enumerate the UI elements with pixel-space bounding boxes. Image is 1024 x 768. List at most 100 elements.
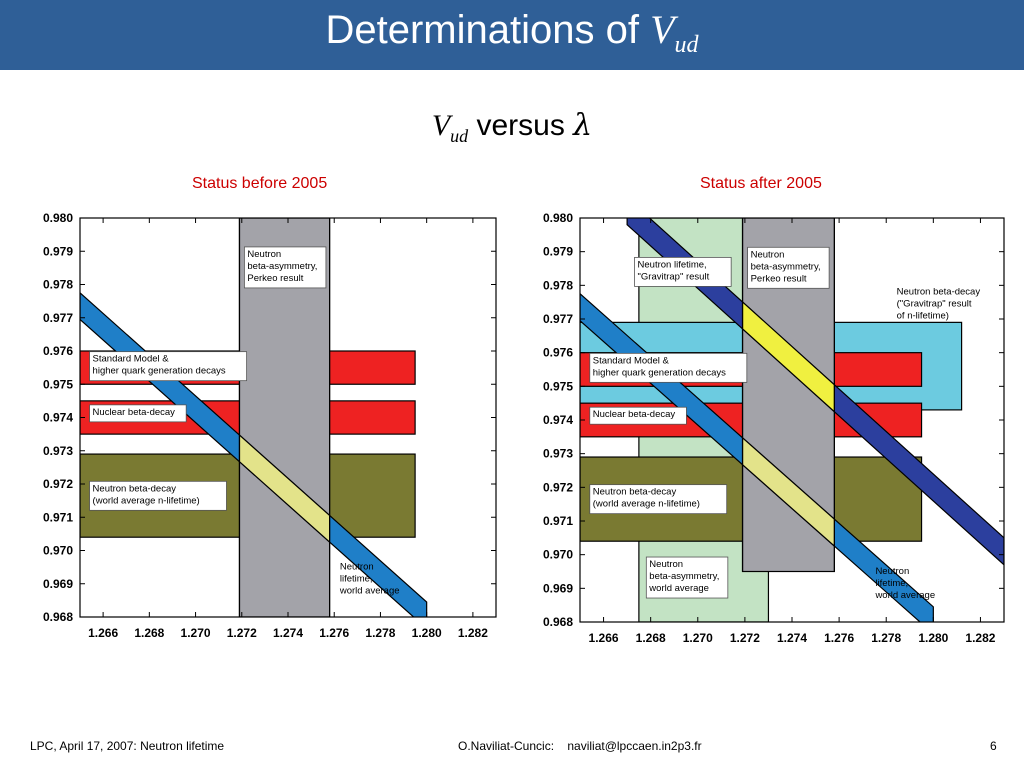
subtitle-var-subscript: ud: [450, 126, 469, 146]
annotation-line: Neutron beta-decay: [593, 487, 677, 498]
x-tick-label: 1.272: [730, 631, 760, 645]
slide-title: Determinations of Vud: [0, 6, 1024, 59]
annotation-standard-model-higher-quark-generation-d: Standard Model &higher quark generation …: [589, 352, 748, 383]
y-tick-label: 0.975: [43, 377, 73, 391]
annotation-line: Perkeo result: [751, 273, 807, 284]
annotation-neutron-beta-decay-gravitrap-result-of-n: Neutron beta-decay("Gravitrap" result of…: [897, 286, 981, 321]
slide-subtitle: Vud versus λ: [0, 108, 1024, 147]
x-tick-label: 1.276: [824, 631, 854, 645]
x-tick-label: 1.270: [181, 626, 211, 640]
annotation-line: lifetime,: [340, 573, 373, 584]
band-standard-model-higher-quark-generation-decays: [580, 352, 923, 387]
annotation-line: Nuclear beta-decay: [93, 407, 176, 418]
band-neutron-beta-asymmetry-perkeo-result: [741, 218, 835, 573]
slide-title-var-subscript: ud: [674, 32, 699, 58]
annotation-box: [589, 352, 748, 383]
annotation-line: world average: [339, 585, 400, 596]
diagonal-neutron-lifetime-world-average: [580, 292, 934, 622]
annotation-line: Perkeo result: [247, 273, 303, 284]
annotation-line: Neutron: [751, 249, 785, 260]
x-tick-label: 1.274: [777, 631, 807, 645]
annotation-box: [89, 351, 248, 382]
annotation-line: Neutron beta-decay: [897, 286, 981, 297]
plot-frame: [79, 217, 497, 618]
annotation-line: Neutron beta-decay: [93, 483, 177, 494]
x-tick-label: 1.282: [965, 631, 995, 645]
x-tick-label: 1.278: [871, 631, 901, 645]
band-neutron-beta-decay-world-average-n-lifetime: [80, 453, 416, 538]
y-tick-label: 0.972: [43, 477, 73, 491]
y-tick-label: 0.974: [543, 413, 573, 427]
y-tick-label: 0.969: [543, 581, 573, 595]
y-tick-label: 0.976: [543, 346, 573, 360]
annotation-line: (world average n-lifetime): [93, 495, 200, 506]
annotation-line: Standard Model &: [593, 355, 670, 366]
slide-title-var-letter: V: [650, 7, 675, 52]
x-tick-label: 1.266: [88, 626, 118, 640]
y-tick-label: 0.980: [543, 211, 573, 225]
plot-area: [80, 218, 428, 617]
x-tick-label: 1.266: [589, 631, 619, 645]
x-tick-label: 1.270: [683, 631, 713, 645]
slide-title-variable: Vud: [650, 7, 698, 58]
subtitle-text: versus: [468, 109, 574, 142]
annotation-box: [589, 406, 687, 425]
annotation-line: Neutron: [340, 561, 374, 572]
y-tick-label: 0.973: [543, 447, 573, 461]
annotation-line: Neutron lifetime,: [638, 259, 707, 270]
diagonal-neutron-lifetime-world-average: [80, 292, 428, 617]
band-neutron-beta-decay-gravitrap-result-of-n-lifetime: [580, 321, 963, 411]
band-nuclear-beta-decay: [80, 400, 416, 435]
y-tick-label: 0.977: [43, 311, 73, 325]
annotation-neutron-beta-decay-world-average-n-lifet: Neutron beta-decay(world average n-lifet…: [589, 484, 728, 515]
y-tick-label: 0.979: [543, 245, 573, 259]
y-tick-label: 0.972: [543, 480, 573, 494]
annotation-line: of n-lifetime): [897, 310, 949, 321]
footer-center: O.Naviliat-Cuncic: naviliat@lpccaen.in2p…: [458, 739, 702, 753]
subtitle-lambda: λ: [573, 108, 593, 143]
band-standard-model-higher-quark-generation-decays: [80, 350, 416, 385]
annotation-line: lifetime,: [875, 578, 908, 589]
y-tick-label: 0.971: [43, 510, 73, 524]
annotation-line: beta-asymmetry,: [649, 571, 719, 582]
y-tick-label: 0.975: [543, 379, 573, 393]
y-tick-label: 0.968: [543, 615, 573, 629]
band-nuclear-beta-decay: [580, 402, 923, 438]
annotation-box: [89, 404, 187, 423]
slide-title-text: Determinations of: [325, 8, 651, 52]
annotation-line: (world average n-lifetime): [593, 499, 700, 510]
annotation-standard-model-higher-quark-generation-d: Standard Model &higher quark generation …: [89, 351, 248, 382]
plot-frame: [579, 217, 1005, 623]
y-tick-label: 0.976: [43, 344, 73, 358]
y-tick-label: 0.978: [543, 278, 573, 292]
annotation-box: [747, 246, 830, 289]
x-tick-label: 1.274: [273, 626, 303, 640]
diagonal-overlap-neutron-lifetime-world-average: [238, 433, 331, 544]
y-tick-label: 0.971: [543, 514, 573, 528]
annotation-neutron-beta-decay-world-average-n-lifet: Neutron beta-decay(world average n-lifet…: [89, 480, 227, 511]
annotation-line: Neutron: [247, 249, 281, 260]
annotation-box: [589, 484, 728, 515]
annotation-line: beta-asymmetry,: [751, 261, 821, 272]
diagonal-neutron-lifetime-gravitrap-result: [626, 218, 1004, 566]
left-panel-title: Status before 2005: [192, 175, 328, 192]
band-neutron-beta-decay-world-average-n-lifetime: [580, 456, 923, 542]
footer-left: LPC, April 17, 2007: Neutron lifetime: [30, 739, 225, 753]
annotation-line: world average: [874, 590, 935, 601]
y-tick-label: 0.980: [43, 211, 73, 225]
x-tick-label: 1.280: [412, 626, 442, 640]
annotation-line: Neutron: [875, 566, 909, 577]
annotation-line: "Gravitrap" result: [638, 271, 710, 282]
annotation-line: world average: [648, 583, 709, 594]
annotation-box: [243, 246, 327, 289]
annotation-line: higher quark generation decays: [93, 366, 226, 377]
annotation-line: higher quark generation decays: [593, 367, 726, 378]
annotation-neutron-lifetime-gravitrap-result: Neutron lifetime,"Gravitrap" result: [634, 256, 732, 287]
right-panel-title: Status after 2005: [700, 175, 822, 192]
subtitle-variable: Vud: [432, 109, 468, 146]
annotation-line: Nuclear beta-decay: [593, 409, 676, 420]
